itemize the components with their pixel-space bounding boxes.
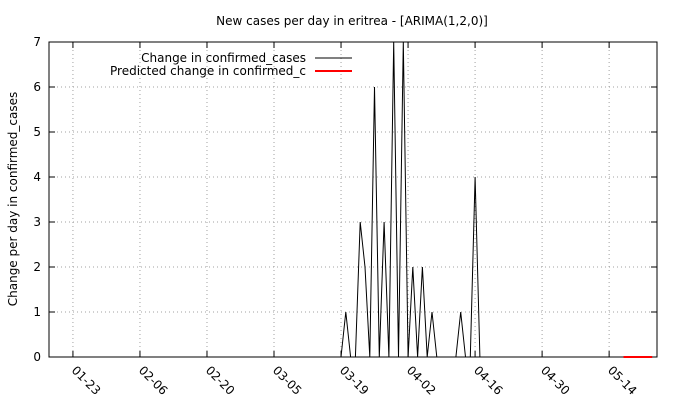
series-line-1 xyxy=(340,41,490,358)
x-tick-label: 05-14 xyxy=(605,363,640,398)
y-tick-label: 7 xyxy=(33,35,41,49)
legend-label-1: Change in confirmed_cases xyxy=(141,51,306,65)
x-axis: 01-23 02-06 02-20 03-05 03-19 04-02 04-16 04-30… xyxy=(69,42,640,398)
x-tick-label: 03-19 xyxy=(337,363,372,398)
plot-frame xyxy=(48,41,658,358)
y-tick-label: 3 xyxy=(33,215,41,229)
y-axis: 0 1 2 3 4 5 6 7 xyxy=(33,35,657,364)
plot-lines xyxy=(340,41,653,358)
y-tick-label: 1 xyxy=(33,305,41,319)
y-tick-label: 5 xyxy=(33,125,41,139)
x-tick-label: 01-23 xyxy=(69,363,104,398)
y-tick-label: 2 xyxy=(33,260,41,274)
x-tick-label: 04-16 xyxy=(471,363,506,398)
y-axis-label: Change per day in confirmed_cases xyxy=(6,92,20,307)
x-tick-label: 04-30 xyxy=(538,363,573,398)
grid xyxy=(49,42,657,357)
y-tick-label: 6 xyxy=(33,80,41,94)
y-tick-label: 0 xyxy=(33,350,41,364)
y-tick-label: 4 xyxy=(33,170,41,184)
x-tick-label: 02-20 xyxy=(203,363,238,398)
x-tick-label: 04-02 xyxy=(404,363,439,398)
legend-label-2: Predicted change in confirmed_c xyxy=(110,64,306,78)
x-tick-label: 02-06 xyxy=(136,363,171,398)
chart-title: New cases per day in eritrea - [ARIMA(1,… xyxy=(216,14,488,28)
x-tick-label: 03-05 xyxy=(270,363,305,398)
